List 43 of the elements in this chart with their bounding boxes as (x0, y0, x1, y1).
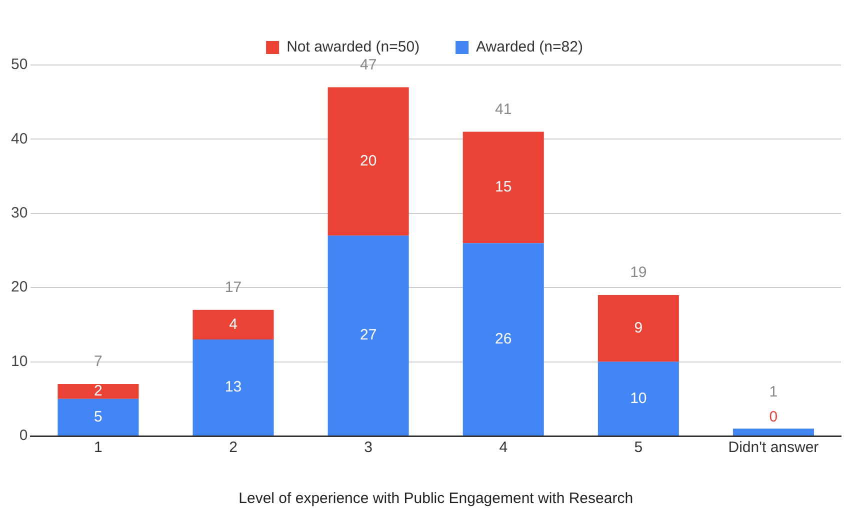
x-tick-label: 4 (499, 439, 508, 456)
bar (598, 362, 679, 436)
total-label: 47 (360, 56, 377, 74)
legend-label: Not awarded (n=50) (286, 38, 420, 56)
data-label: 26 (495, 330, 512, 348)
y-tick-label: 20 (10, 278, 28, 296)
total-label: 1 (769, 384, 778, 401)
x-tick-label: Didn't answer (728, 439, 819, 456)
data-label: 20 (360, 152, 377, 170)
data-label: 0 (769, 408, 778, 426)
bar (732, 428, 814, 436)
y-tick-label: 50 (10, 56, 28, 74)
x-axis-title: Level of experience with Public Engagement with Research (238, 490, 634, 508)
x-tick-label: 2 (229, 439, 238, 456)
data-label: 4 (229, 316, 238, 333)
bar (192, 340, 274, 436)
x-tick-label: 5 (634, 439, 643, 456)
total-label: 41 (495, 100, 512, 118)
data-label: 2 (94, 382, 102, 400)
data-label: 13 (224, 378, 242, 396)
bar (192, 310, 274, 340)
legend-label: Awarded (n=82) (476, 38, 583, 56)
data-label: 5 (94, 408, 102, 426)
bar (598, 295, 679, 362)
bar (328, 87, 409, 236)
bar (58, 384, 139, 399)
y-tick-label: 30 (10, 204, 28, 222)
total-label: 7 (94, 353, 102, 370)
y-tick-label: 10 (10, 352, 28, 370)
data-label: 15 (495, 178, 512, 196)
x-tick-label: 3 (364, 439, 372, 456)
total-label: 17 (224, 279, 242, 296)
data-label: 9 (634, 320, 643, 337)
bar (462, 243, 544, 436)
data-label: 27 (360, 326, 377, 344)
bar (58, 398, 139, 436)
bar (328, 236, 409, 436)
data-label: 10 (630, 390, 647, 407)
total-label: 19 (630, 264, 647, 282)
y-tick-label: 0 (19, 427, 28, 444)
bar (462, 132, 544, 244)
y-tick-label: 40 (10, 130, 28, 148)
x-tick-label: 1 (94, 439, 102, 456)
